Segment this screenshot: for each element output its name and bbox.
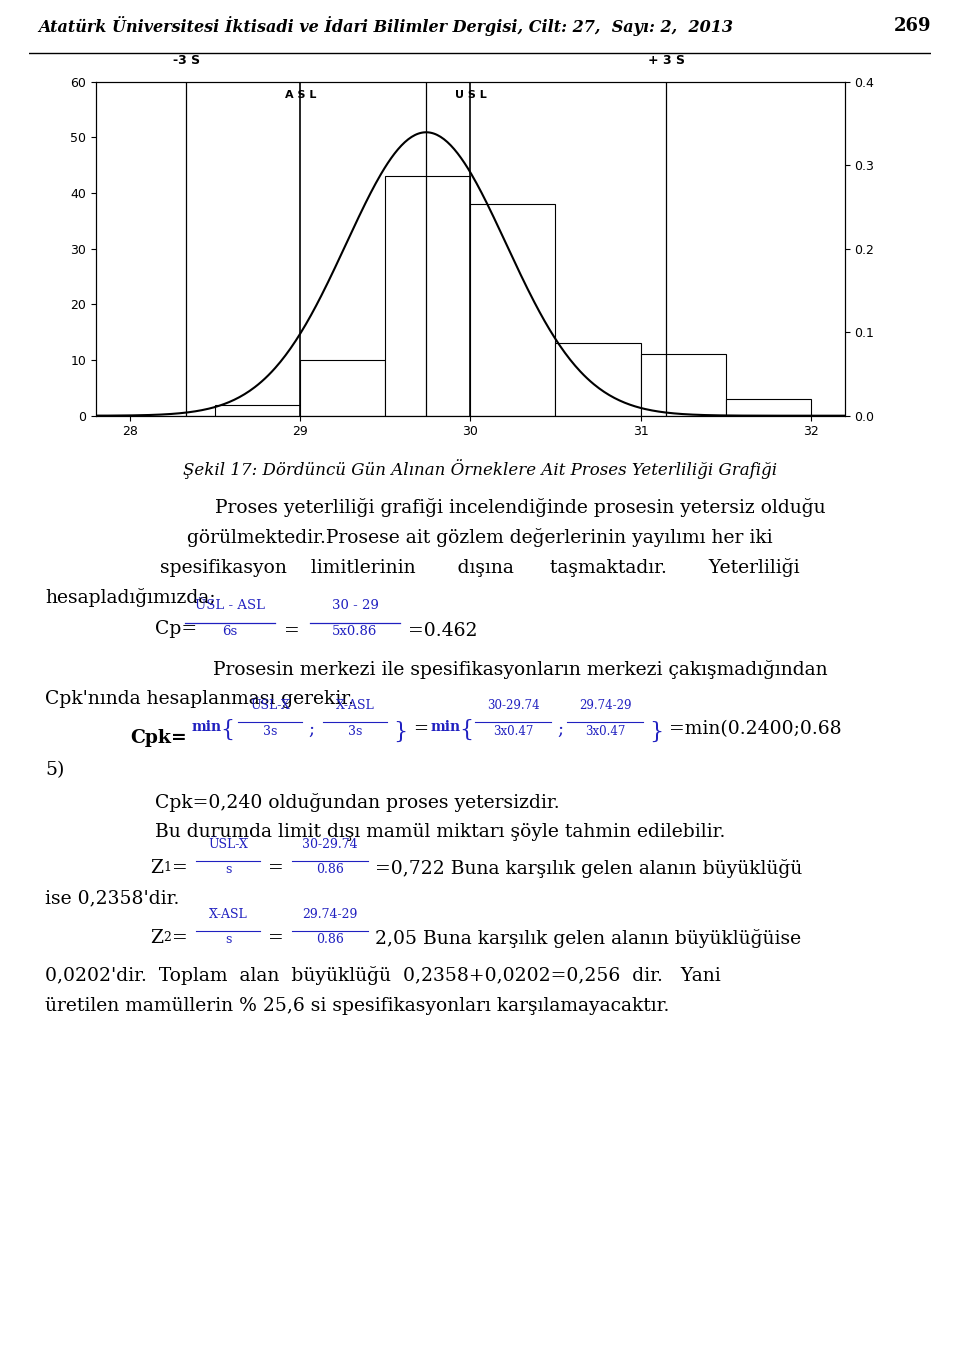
Text: U S L: U S L (454, 90, 487, 99)
Text: ÜSL-X̅: ÜSL-X̅ (251, 699, 290, 713)
Text: 0.86: 0.86 (316, 934, 344, 946)
Text: görülmektedir.Prosese ait gözlem değerlerinin yayılımı her iki: görülmektedir.Prosese ait gözlem değerle… (187, 527, 773, 547)
Bar (385, 176, 470, 416)
Text: =: = (268, 859, 284, 876)
Text: s: s (225, 863, 231, 876)
Bar (640, 354, 726, 416)
Text: =min(0.2400;0.68: =min(0.2400;0.68 (669, 721, 842, 739)
Text: Şekil 17: Dördüncü Gün Alınan Örneklere Ait Proses Yeterliliği Grafiği: Şekil 17: Dördüncü Gün Alınan Örneklere … (183, 459, 777, 480)
Text: 29.74-29: 29.74-29 (579, 699, 632, 713)
Text: 30 - 29: 30 - 29 (331, 600, 378, 612)
Text: X̅-ASL: X̅-ASL (208, 908, 248, 921)
Text: =: = (172, 930, 188, 947)
Text: Cp=: Cp= (155, 620, 197, 638)
Text: ;: ; (308, 721, 314, 739)
Text: 1: 1 (163, 861, 171, 874)
Text: {: { (459, 718, 473, 740)
Text: 269: 269 (894, 18, 931, 35)
Text: 29.74-29: 29.74-29 (302, 908, 358, 921)
Text: 3x0.47: 3x0.47 (492, 725, 533, 737)
Text: min: min (431, 721, 461, 735)
Bar (300, 360, 385, 416)
Bar (726, 399, 811, 416)
Text: 3x0.47: 3x0.47 (585, 725, 625, 737)
Text: ÜSL - ASL: ÜSL - ASL (195, 600, 265, 612)
Text: Prosesin merkezi ile spesifikasyonların merkezi çakışmadığından: Prosesin merkezi ile spesifikasyonların … (213, 660, 828, 679)
Bar (470, 204, 556, 416)
Text: 3s: 3s (263, 725, 277, 737)
Text: Cpk=: Cpk= (130, 728, 187, 747)
Text: =: = (413, 721, 428, 739)
Text: Proses yeterliliği grafiği incelendiğinde prosesin yetersiz olduğu: Proses yeterliliği grafiği incelendiğind… (215, 497, 826, 517)
Text: 6s: 6s (223, 626, 238, 638)
Text: }: } (649, 721, 663, 743)
Text: Cpk'nında hesaplanması gerekir.: Cpk'nında hesaplanması gerekir. (45, 691, 354, 709)
Text: 30-29.74: 30-29.74 (302, 838, 358, 851)
Text: spesifikasyon    limitlerinin       dışına      taşmaktadır.       Yeterliliği: spesifikasyon limitlerinin dışına taşmak… (160, 557, 800, 577)
Text: 30-29.74: 30-29.74 (487, 699, 540, 713)
Text: =: = (172, 859, 188, 876)
Text: + 3 S: + 3 S (648, 55, 684, 67)
Text: ise 0,2358'dir.: ise 0,2358'dir. (45, 889, 180, 908)
Text: Cpk=0,240 olduğundan proses yetersizdir.: Cpk=0,240 olduğundan proses yetersizdir. (155, 793, 560, 812)
Text: =0,722 Buna karşılık gelen alanın büyüklüğü: =0,722 Buna karşılık gelen alanın büyükl… (375, 859, 803, 878)
Text: 3s: 3s (348, 725, 362, 737)
Text: Z: Z (150, 930, 163, 947)
Text: ;: ; (557, 721, 564, 739)
Text: s: s (225, 934, 231, 946)
Text: min: min (192, 721, 222, 735)
Text: 2,05 Buna karşılık gelen alanın büyüklüğüise: 2,05 Buna karşılık gelen alanın büyüklüğ… (375, 930, 802, 949)
Text: }: } (393, 721, 407, 743)
Text: X̅-ASL: X̅-ASL (336, 699, 374, 713)
Text: Z: Z (150, 859, 163, 876)
Text: {: { (220, 718, 234, 740)
Text: 5x0.86: 5x0.86 (332, 626, 377, 638)
Text: =: = (268, 930, 284, 947)
Bar (215, 405, 300, 416)
Text: A S L: A S L (284, 90, 316, 99)
Text: üretilen mamüllerin % 25,6 si spesifikasyonları karşılamayacaktır.: üretilen mamüllerin % 25,6 si spesifikas… (45, 996, 669, 1014)
Text: Bu durumda limit dışı mamül miktarı şöyle tahmin edilebilir.: Bu durumda limit dışı mamül miktarı şöyl… (155, 823, 726, 841)
Text: ÜSL-X̅: ÜSL-X̅ (208, 838, 248, 851)
Text: 2: 2 (163, 931, 171, 945)
Text: =: = (284, 622, 300, 641)
Text: 0.86: 0.86 (316, 863, 344, 876)
Text: hesapladığımızda;: hesapladığımızda; (45, 587, 215, 607)
Text: -3 S: -3 S (173, 55, 200, 67)
Text: =0.462: =0.462 (408, 622, 477, 641)
Bar (556, 343, 640, 416)
Text: 5): 5) (45, 761, 64, 778)
Text: 0,0202'dir.  Toplam  alan  büyüklüğü  0,2358+0,0202=0,256  dir.   Yani: 0,0202'dir. Toplam alan büyüklüğü 0,2358… (45, 966, 721, 985)
Text: Atatürk Üniversitesi İktisadi ve İdari Bilimler Dergisi, Cilt: 27,  Sayı: 2,  20: Atatürk Üniversitesi İktisadi ve İdari B… (38, 16, 733, 37)
